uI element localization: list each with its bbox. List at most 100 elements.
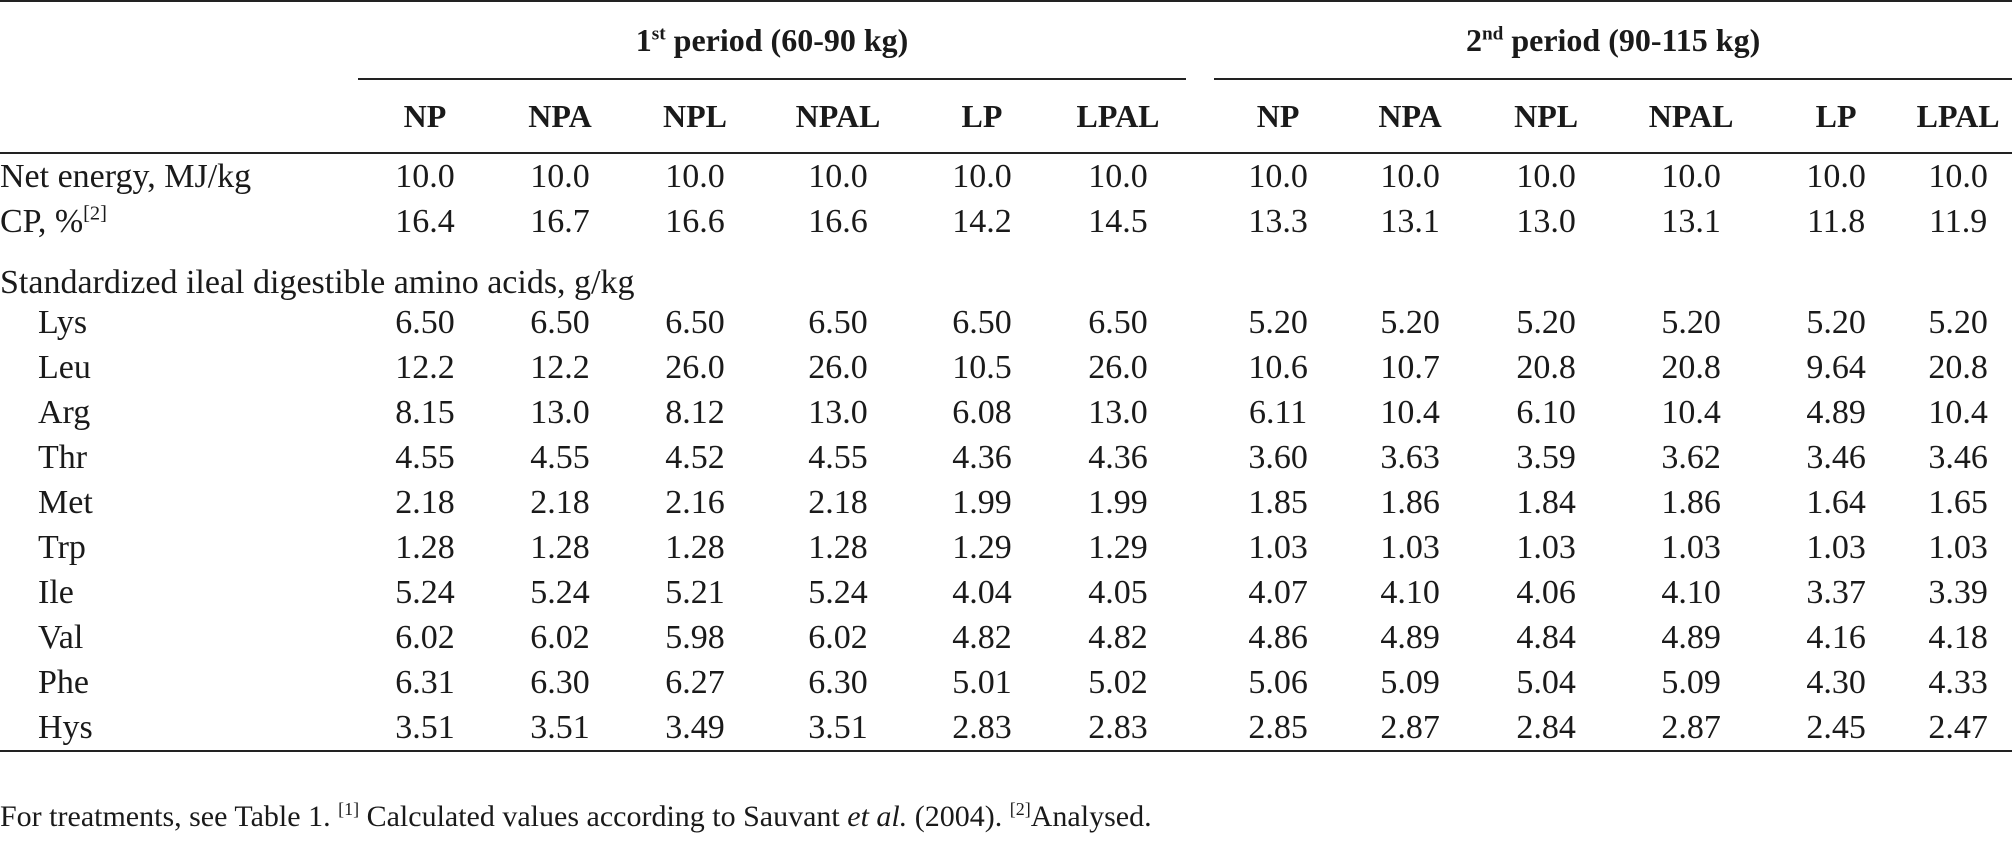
gap-cell xyxy=(1186,199,1214,244)
period-header-row: 1st period (60-90 kg) 2nd period (90-115… xyxy=(0,1,2012,80)
value-cell: 3.59 xyxy=(1516,438,1576,476)
value-cell: 10.5 xyxy=(952,348,1012,386)
value-cell: 8.15 xyxy=(395,393,455,431)
value-cell: 1.99 xyxy=(1088,483,1148,521)
gap-cell xyxy=(1186,153,1214,199)
value-cell: 6.02 xyxy=(530,618,590,656)
value-cell: 1.29 xyxy=(952,528,1012,566)
value-cell: 5.24 xyxy=(808,573,868,611)
value-cell: 3.51 xyxy=(808,708,868,746)
diet-header-lpal-p2: LPAL xyxy=(1904,79,2012,154)
diet-header-npal-p2: NPAL xyxy=(1614,79,1769,154)
value-cell: 2.16 xyxy=(665,483,725,521)
value-cell: 26.0 xyxy=(665,348,725,386)
value-cell: 3.63 xyxy=(1380,438,1440,476)
value-cell: 13.0 xyxy=(1088,393,1148,431)
table-row: Phe 6.31 6.30 6.27 6.30 5.01 5.02 5.06 5.09 5.04 5… xyxy=(0,660,2012,705)
value-cell: 1.03 xyxy=(1806,528,1866,566)
value-cell: 10.0 xyxy=(1380,157,1440,195)
row-label: Net energy, MJ/kg xyxy=(0,153,358,199)
value-cell: 3.62 xyxy=(1661,438,1721,476)
table-row: Ile 5.24 5.24 5.21 5.24 4.04 4.05 4.07 4.10 4.06 4… xyxy=(0,570,2012,615)
row-label-text: CP, % xyxy=(0,202,84,240)
table-row: Met 2.18 2.18 2.16 2.18 1.99 1.99 1.85 1.86 1.84 1… xyxy=(0,480,2012,525)
value-cell: 2.18 xyxy=(395,483,455,521)
diet-header-npa-p1: NPA xyxy=(492,79,628,154)
value-cell: 4.82 xyxy=(952,618,1012,656)
value-cell: 3.60 xyxy=(1248,438,1308,476)
nutrient-composition-table: 1st period (60-90 kg) 2nd period (90-115… xyxy=(0,0,2012,752)
row-label-text: Ile xyxy=(38,573,74,611)
value-cell: 4.82 xyxy=(1088,618,1148,656)
value-cell: 6.50 xyxy=(808,303,868,341)
value-cell: 3.51 xyxy=(395,708,455,746)
value-cell: 2.18 xyxy=(808,483,868,521)
row-label-footnote-ref: [2] xyxy=(83,202,107,225)
value-cell: 10.0 xyxy=(808,157,868,195)
value-cell: 1.28 xyxy=(395,528,455,566)
value-cell: 5.20 xyxy=(1806,303,1866,341)
value-cell: 14.2 xyxy=(952,202,1012,240)
value-cell: 1.03 xyxy=(1380,528,1440,566)
value-cell: 4.30 xyxy=(1806,663,1866,701)
value-cell: 13.0 xyxy=(1516,202,1576,240)
value-cell: 10.0 xyxy=(1661,157,1721,195)
value-cell: 10.0 xyxy=(1248,157,1308,195)
value-cell: 4.05 xyxy=(1088,573,1148,611)
row-label-text: Arg xyxy=(38,393,91,431)
value-cell: 1.03 xyxy=(1248,528,1308,566)
gap-cell xyxy=(1186,525,1214,570)
value-cell: 13.0 xyxy=(530,393,590,431)
value-cell: 10.6 xyxy=(1248,348,1308,386)
table-row: Leu 12.2 12.2 26.0 26.0 10.5 26.0 10.6 10.7 20.8 2… xyxy=(0,345,2012,390)
period-gap xyxy=(1186,1,1214,79)
gap-cell xyxy=(1186,345,1214,390)
value-cell: 4.06 xyxy=(1516,573,1576,611)
value-cell: 1.03 xyxy=(1928,528,1988,566)
value-cell: 5.20 xyxy=(1380,303,1440,341)
value-cell: 11.8 xyxy=(1806,202,1866,240)
value-cell: 1.03 xyxy=(1516,528,1576,566)
section-heading-row: Standardized ileal digestible amino acid… xyxy=(0,244,2012,300)
value-cell: 5.09 xyxy=(1380,663,1440,701)
value-cell: 2.45 xyxy=(1806,708,1866,746)
value-cell: 1.86 xyxy=(1661,483,1721,521)
row-label: Leu xyxy=(0,345,358,390)
value-cell: 10.0 xyxy=(395,157,455,195)
value-cell: 1.03 xyxy=(1661,528,1721,566)
diet-header-npl-p2: NPL xyxy=(1478,79,1615,154)
table-row: Net energy, MJ/kg 10.0 10.0 10.0 10.0 10.0 10.… xyxy=(0,153,2012,199)
row-label: Phe xyxy=(0,660,358,705)
value-cell: 5.20 xyxy=(1516,303,1576,341)
value-cell: 10.4 xyxy=(1380,393,1440,431)
value-cell: 4.89 xyxy=(1380,618,1440,656)
row-label-text: Val xyxy=(38,618,84,656)
row-label-text: Trp xyxy=(38,528,86,566)
value-cell: 1.64 xyxy=(1806,483,1866,521)
value-cell: 1.29 xyxy=(1088,528,1148,566)
value-cell: 3.51 xyxy=(530,708,590,746)
value-cell: 10.0 xyxy=(1806,157,1866,195)
value-cell: 13.0 xyxy=(808,393,868,431)
value-cell: 5.21 xyxy=(665,573,725,611)
period-2-header: 2nd period (90-115 kg) xyxy=(1214,1,2012,80)
value-cell: 2.83 xyxy=(952,708,1012,746)
value-cell: 4.07 xyxy=(1248,573,1308,611)
value-cell: 6.02 xyxy=(395,618,455,656)
table-footnote: For treatments, see Table 1. [1] Calcula… xyxy=(0,799,1152,833)
value-cell: 16.6 xyxy=(665,202,725,240)
value-cell: 20.8 xyxy=(1661,348,1721,386)
row-label: Ile xyxy=(0,570,358,615)
value-cell: 20.8 xyxy=(1928,348,1988,386)
value-cell: 10.4 xyxy=(1661,393,1721,431)
row-label-text: Met xyxy=(38,483,93,521)
value-cell: 2.84 xyxy=(1516,708,1576,746)
value-cell: 1.85 xyxy=(1248,483,1308,521)
value-cell: 4.55 xyxy=(808,438,868,476)
value-cell: 4.18 xyxy=(1928,618,1988,656)
value-cell: 2.85 xyxy=(1248,708,1308,746)
gap-cell xyxy=(1186,570,1214,615)
value-cell: 1.28 xyxy=(665,528,725,566)
row-label-text: Lys xyxy=(38,303,88,341)
value-cell: 6.27 xyxy=(665,663,725,701)
